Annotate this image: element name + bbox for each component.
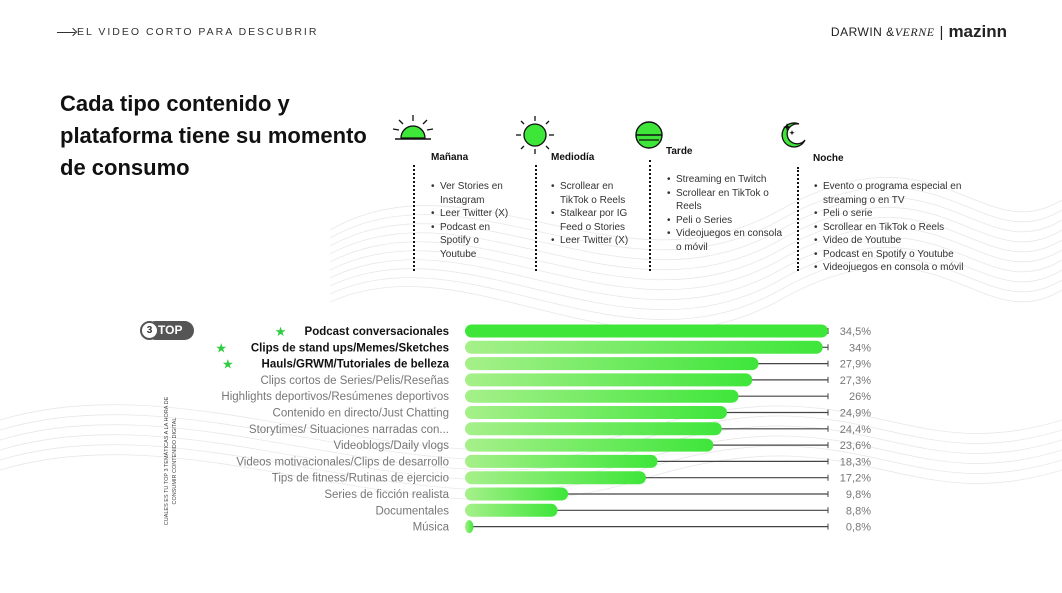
bar xyxy=(465,389,739,403)
value-label: 8,8% xyxy=(846,505,871,517)
category-label: Videoblogs/Daily vlogs xyxy=(334,440,450,452)
bar xyxy=(465,438,714,452)
list-item: Scrollear en TikTok o Reels xyxy=(551,180,641,207)
list-item: Ver Stories en Instagram xyxy=(431,180,516,207)
value-label: 24,4% xyxy=(840,424,871,436)
bar xyxy=(465,373,753,387)
list-item: Video de Youtube xyxy=(814,234,994,248)
darwin-verne-logo: DARWIN &VERNE xyxy=(830,24,935,39)
category-label: Series de ficción realista xyxy=(324,489,449,501)
brand-logos: DARWIN &VERNE | mazinn xyxy=(831,22,1007,42)
page-title: Cada tipo contenido y plataforma tiene s… xyxy=(60,91,367,180)
bar xyxy=(465,503,558,517)
value-label: 9,8% xyxy=(846,489,871,501)
category-label: Contenido en directo/Just Chatting xyxy=(273,408,449,420)
list-item: Videojuegos en consola o móvil xyxy=(667,227,782,254)
value-label: 27,9% xyxy=(840,359,871,371)
value-label: 24,9% xyxy=(840,408,871,420)
bar xyxy=(465,520,474,534)
mazinn-logo: mazinn xyxy=(948,22,1007,41)
list-item: Peli o Series xyxy=(667,214,782,228)
star-icon: ★ xyxy=(222,357,234,372)
star-icon: ★ xyxy=(275,324,287,339)
top-badge: 3 TOP xyxy=(140,321,194,340)
dotted-divider xyxy=(413,165,415,271)
moment-title: Mañana xyxy=(431,152,469,163)
section-label-text: EL VIDEO CORTO PARA DESCUBRIR xyxy=(77,26,319,38)
bar xyxy=(465,406,727,419)
brand-separator: | xyxy=(939,23,944,41)
sun-icon xyxy=(516,116,554,154)
category-label: Música xyxy=(413,522,450,534)
category-label: Tips de fitness/Rutinas de ejercicio xyxy=(272,473,449,485)
list-item: Stalkear por IG Feed o Stories xyxy=(551,207,641,234)
list-item: Leer Twitter (X) xyxy=(431,207,516,221)
list-item: Podcast en Spotify o Youtube xyxy=(431,221,516,262)
value-label: 34% xyxy=(849,342,871,354)
top-badge-number: 3 xyxy=(140,321,159,340)
moment-list: Streaming en Twitch Scrollear en TikTok … xyxy=(667,173,782,254)
section-label: EL VIDEO CORTO PARA DESCUBRIR xyxy=(57,26,318,38)
bar xyxy=(465,340,823,354)
category-label: Documentales xyxy=(375,505,449,517)
bar xyxy=(465,454,658,468)
category-label: Podcast conversacionales xyxy=(305,326,449,338)
list-item: Scrollear en TikTok o Reels xyxy=(814,221,994,235)
moment-title: Noche xyxy=(813,153,844,164)
top-badge-label: TOP xyxy=(158,323,183,337)
value-label: 27,3% xyxy=(840,375,871,387)
value-label: 0,8% xyxy=(846,522,871,534)
list-item: Evento o programa especial en streaming … xyxy=(814,180,994,207)
sunset-icon xyxy=(635,121,663,149)
value-label: 26% xyxy=(849,391,871,403)
bar xyxy=(465,324,828,338)
value-label: 17,2% xyxy=(840,473,871,485)
category-label: Videos motivacionales/Clips de desarroll… xyxy=(236,456,449,468)
category-label: Hauls/GRWM/Tutoriales de belleza xyxy=(262,359,450,371)
category-label: Clips cortos de Series/Pelis/Reseñas xyxy=(260,375,449,387)
dotted-divider xyxy=(797,167,799,271)
bar xyxy=(465,471,646,485)
category-label: Clips de stand ups/Memes/Sketches xyxy=(251,342,449,354)
moment-list: Scrollear en TikTok o Reels Stalkear por… xyxy=(551,180,641,248)
list-item: Videojuegos en consola o móvil xyxy=(814,261,994,275)
bar xyxy=(465,357,759,371)
list-item: Scrollear en TikTok o Reels xyxy=(667,187,782,214)
arrow-right-icon xyxy=(57,31,75,33)
category-label: Storytimes/ Situaciones narradas con... xyxy=(249,424,449,436)
moment-title: Mediodía xyxy=(551,152,595,163)
bar xyxy=(465,422,722,436)
moon-icon xyxy=(781,122,806,148)
moment-title: Tarde xyxy=(666,146,693,157)
dotted-divider xyxy=(649,160,651,271)
value-label: 34,5% xyxy=(840,326,871,338)
bar xyxy=(465,487,569,501)
category-label: Highlights deportivos/Resúmenes deportiv… xyxy=(221,391,449,403)
dotted-divider xyxy=(535,165,537,271)
star-icon: ★ xyxy=(215,340,227,355)
moment-list: Evento o programa especial en streaming … xyxy=(814,180,994,275)
value-label: 23,6% xyxy=(840,440,871,452)
list-item: Streaming en Twitch xyxy=(667,173,782,187)
list-item: Podcast en Spotify o Youtube xyxy=(814,248,994,262)
moment-list: Ver Stories en Instagram Leer Twitter (X… xyxy=(431,180,516,261)
value-label: 18,3% xyxy=(840,456,871,468)
sunrise-icon xyxy=(392,115,434,140)
list-item: Leer Twitter (X) xyxy=(551,234,641,248)
list-item: Peli o serie xyxy=(814,207,994,221)
